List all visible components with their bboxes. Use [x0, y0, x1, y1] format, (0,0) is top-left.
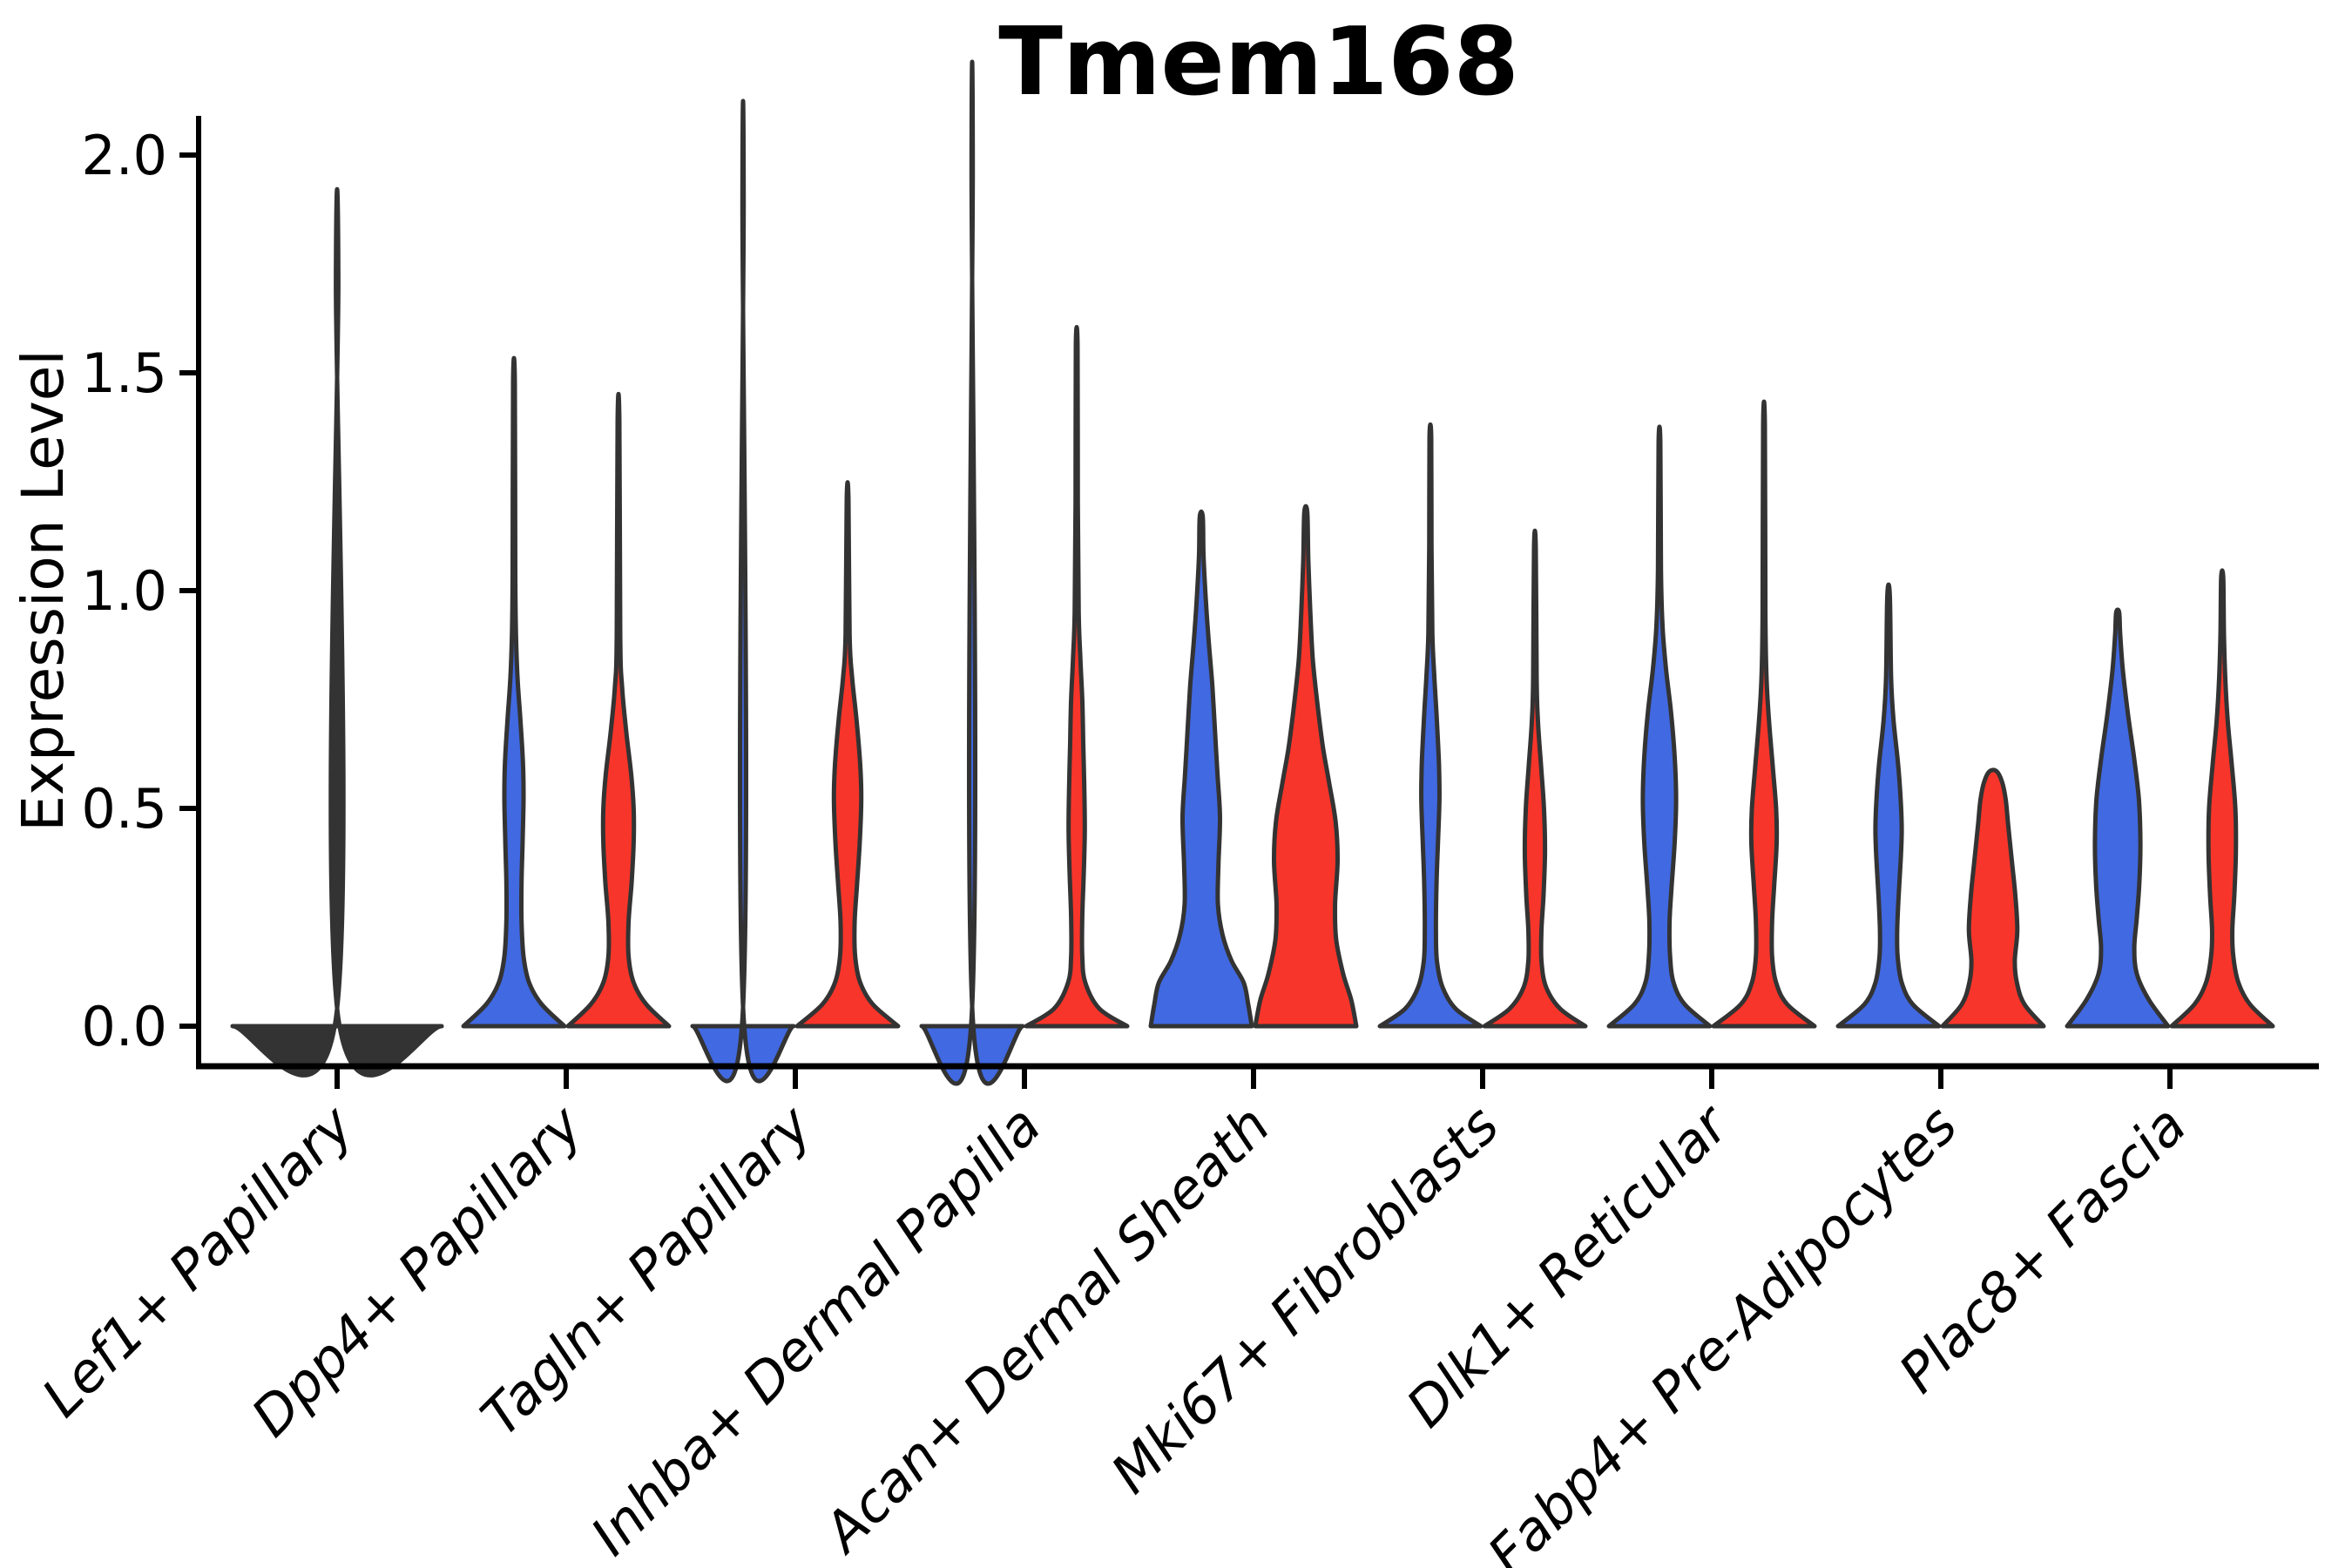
- violin-fabp4-pre-adipocytes-red: [1940, 767, 2046, 1029]
- violin-tagln-papillary-red: [794, 480, 901, 1029]
- chart-title: Tmem168: [998, 8, 1518, 117]
- x-tick-label-fabp4-pre-adipocytes: Fabp4+ Pre-Adipocytes: [1476, 1093, 1970, 1568]
- violin-dlk1-reticular-red: [1711, 399, 1817, 1029]
- violin-group: [230, 59, 2275, 1086]
- violin-inhba-dermal-papilla-red: [1024, 325, 1130, 1029]
- violin-mki67-fibroblasts-red: [1482, 528, 1588, 1029]
- violin-dpp4-papillary-red: [565, 391, 672, 1029]
- violin-fabp4-pre-adipocytes-blue: [1835, 582, 1942, 1029]
- y-axis-label: Expression Level: [10, 349, 77, 831]
- violin-acan-dermal-sheath-blue: [1148, 509, 1254, 1029]
- x-tick-label-acan-dermal-sheath: Acan+ Dermal Sheath: [809, 1093, 1282, 1566]
- x-tick-label-inhba-dermal-papilla: Inhba+ Dermal Papilla: [578, 1093, 1052, 1567]
- y-tick-label-1.0: 1.0: [81, 559, 167, 623]
- violin-lef1-papillary-single: [230, 187, 444, 1078]
- y-tick-label-0.5: 0.5: [81, 777, 167, 841]
- violin-acan-dermal-sheath-red: [1253, 504, 1359, 1029]
- y-tick-label-2.0: 2.0: [81, 124, 167, 187]
- y-axis-ticks: 0.0 0.5 1.0 1.5 2.0: [81, 124, 199, 1058]
- y-tick-label-1.5: 1.5: [81, 341, 167, 405]
- violin-dlk1-reticular-blue: [1606, 424, 1713, 1029]
- violin-mki67-fibroblasts-blue: [1377, 422, 1484, 1029]
- x-tick-label-mki67-fibroblasts: Mki67+ Fibroblasts: [1098, 1093, 1511, 1505]
- violin-plac8-fascia-blue: [2065, 607, 2171, 1029]
- y-tick-label-0.0: 0.0: [81, 995, 167, 1058]
- violin-tagln-papillary-blue: [690, 98, 796, 1084]
- violin-inhba-dermal-papilla-blue: [919, 59, 1025, 1086]
- violin-dpp4-papillary-blue: [461, 355, 567, 1029]
- violin-plac8-fascia-red: [2169, 568, 2275, 1029]
